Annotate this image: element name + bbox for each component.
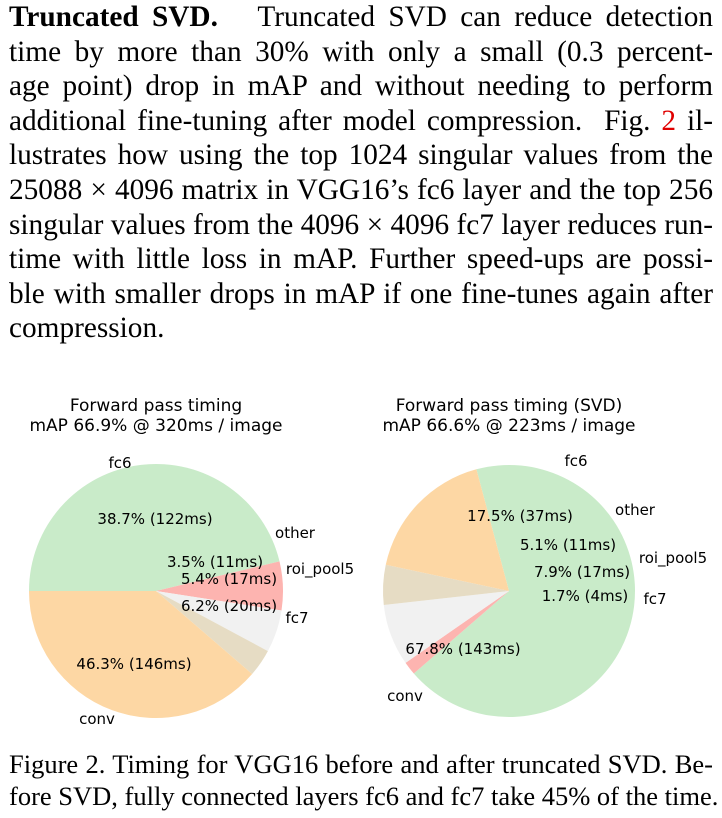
pie-slice-roi-pool5 <box>156 591 282 652</box>
pie-slices <box>383 464 635 717</box>
slice-name-fc7: fc7 <box>643 590 666 608</box>
paragraph-line-4: additional fine-tuning after model compr… <box>9 104 713 137</box>
slice-pct-conv: 67.8% (143ms) <box>405 640 520 658</box>
chart-title: Forward pass timing <box>70 396 242 416</box>
pie-slice-fc7 <box>156 561 283 611</box>
pie-slice-other <box>156 591 268 675</box>
slice-pct-roi-pool5: 7.9% (17ms) <box>534 563 630 581</box>
chart-subtitle: mAP 66.6% @ 223ms / image <box>382 416 635 436</box>
pie-slice-roi-pool5 <box>383 591 509 663</box>
slice-name-roi-pool5: roi_pool5 <box>639 549 707 568</box>
slice-pct-conv: 46.3% (146ms) <box>76 655 191 673</box>
pie-chart-after-svd: Forward pass timing (SVD) mAP 66.6% @ 22… <box>382 396 707 717</box>
pie-slice-other <box>383 564 509 605</box>
slice-pct-fc6: 17.5% (37ms) <box>467 507 573 525</box>
chart-subtitle: mAP 66.9% @ 320ms / image <box>29 416 282 436</box>
slice-name-fc7: fc7 <box>285 609 308 627</box>
pie-slice-conv <box>413 464 635 717</box>
pie-slice-fc6 <box>385 469 509 591</box>
paragraph-line-9: ble with smaller drops in mAP if one fin… <box>9 277 713 310</box>
paragraph-line-8: time with little loss in mAP. Further sp… <box>9 243 713 276</box>
figure-reference-link[interactable]: 2 <box>661 104 677 137</box>
slice-pct-roi-pool5: 5.4% (17ms) <box>181 570 277 588</box>
section-heading: Truncated SVD. <box>9 1 218 33</box>
pie-slice-fc7 <box>405 591 509 674</box>
slice-pct-fc7: 1.7% (4ms) <box>542 587 629 605</box>
chart-title: Forward pass timing (SVD) <box>396 396 623 416</box>
pie-slice-fc6 <box>28 591 253 719</box>
figure-caption: Figure 2. Timing for VGG16 before and af… <box>9 748 719 812</box>
paragraph-line-3: age point) drop in mAP and without needi… <box>9 70 713 103</box>
slice-pct-fc7: 6.2% (20ms) <box>181 597 277 615</box>
slice-pct-other: 5.1% (11ms) <box>520 536 616 554</box>
pie-chart-before-svd: Forward pass timing mAP 66.9% @ 320ms / … <box>28 396 354 728</box>
paragraph-line-10: compression. <box>9 312 165 345</box>
caption-line-2: fore SVD, fully connected layers fc6 and… <box>9 781 719 811</box>
slice-name-roi-pool5: roi_pool5 <box>286 560 354 579</box>
caption-line-1: Figure 2. Timing for VGG16 before and af… <box>9 749 713 779</box>
paragraph-truncated-svd: Truncated SVD. Truncated SVD can reduce … <box>9 0 713 346</box>
slice-name-conv: conv <box>79 710 115 728</box>
paragraph-line-5: lustrates how using the top 1024 singula… <box>9 139 713 172</box>
slice-pct-other: 3.5% (11ms) <box>167 553 263 571</box>
paragraph-line-2: time by more than 30% with only a small … <box>9 35 713 68</box>
pie-slices <box>28 463 283 719</box>
paragraph-line-1: Truncated SVD. Truncated SVD can reduce … <box>9 1 713 33</box>
paragraph-line-6: 25088 × 4096 matrix in VGG16’s fc6 layer… <box>9 173 713 206</box>
pie-slice-conv <box>29 463 280 591</box>
figure-pie-charts: Forward pass timing mAP 66.9% @ 320ms / … <box>28 396 707 728</box>
slice-name-other: other <box>615 501 656 519</box>
slice-name-fc6: fc6 <box>108 454 131 472</box>
slice-name-conv: conv <box>387 687 423 705</box>
slice-name-other: other <box>275 524 316 542</box>
paragraph-line-7: singular values from the 4096 × 4096 fc7… <box>9 208 713 241</box>
slice-name-fc6: fc6 <box>564 452 587 470</box>
slice-pct-fc6: 38.7% (122ms) <box>97 510 212 528</box>
